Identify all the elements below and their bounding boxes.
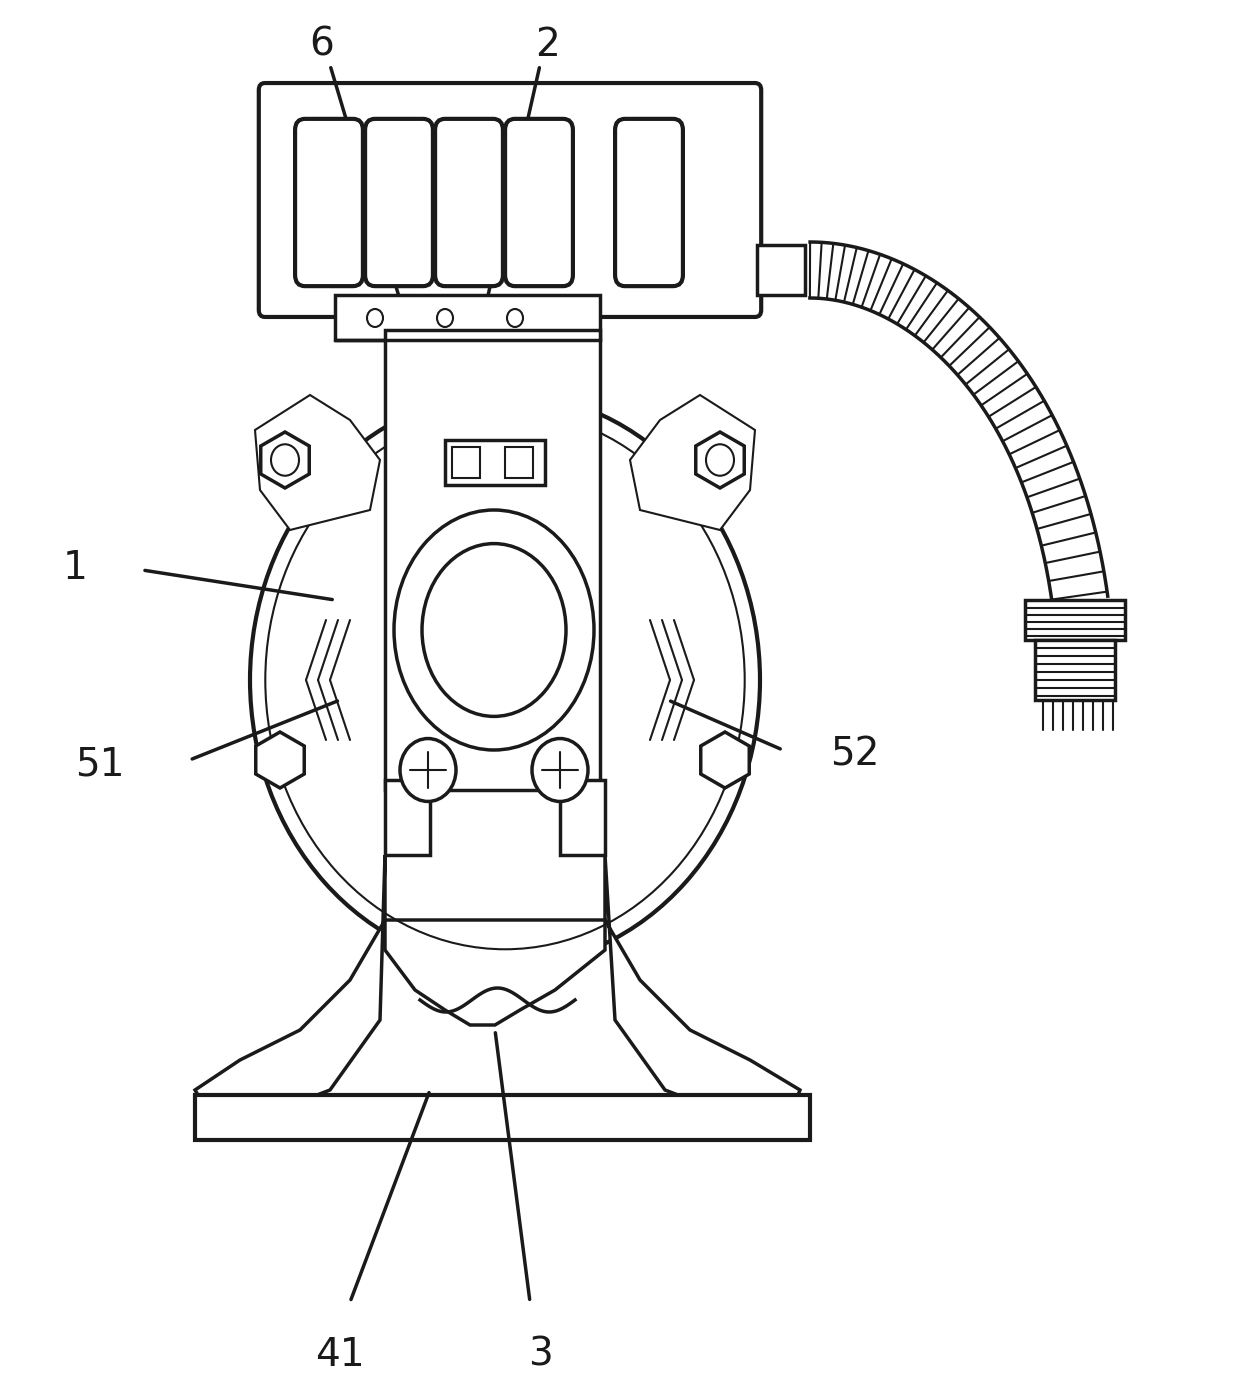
FancyBboxPatch shape (295, 118, 363, 286)
Text: 41: 41 (315, 1336, 365, 1373)
FancyBboxPatch shape (615, 118, 683, 286)
Circle shape (507, 309, 523, 327)
Text: 1: 1 (62, 549, 88, 586)
Text: 52: 52 (831, 736, 879, 775)
Bar (445, 440, 546, 485)
Bar (195, 1095, 810, 1139)
FancyBboxPatch shape (505, 118, 573, 286)
FancyBboxPatch shape (365, 118, 433, 286)
FancyBboxPatch shape (435, 118, 503, 286)
FancyBboxPatch shape (259, 84, 761, 318)
Bar (335, 295, 600, 340)
Polygon shape (701, 731, 749, 788)
Polygon shape (810, 242, 1107, 603)
Polygon shape (260, 432, 309, 488)
Circle shape (532, 738, 588, 801)
Polygon shape (255, 731, 304, 788)
Polygon shape (384, 919, 605, 1025)
Circle shape (706, 444, 734, 476)
Text: 51: 51 (76, 747, 125, 784)
Bar (384, 780, 430, 855)
Text: 2: 2 (536, 26, 560, 64)
Polygon shape (255, 396, 379, 529)
Polygon shape (696, 432, 744, 488)
Circle shape (436, 309, 453, 327)
Bar (453, 447, 480, 478)
Text: 3: 3 (528, 1336, 552, 1373)
Bar (756, 245, 805, 295)
Bar (560, 780, 605, 855)
Bar (505, 447, 533, 478)
Bar (1025, 600, 1125, 639)
Circle shape (272, 444, 299, 476)
Polygon shape (384, 330, 600, 790)
Circle shape (401, 738, 456, 801)
Bar (1035, 639, 1115, 701)
Text: 6: 6 (310, 26, 335, 64)
Polygon shape (605, 855, 800, 1114)
Polygon shape (630, 396, 755, 529)
Ellipse shape (422, 543, 565, 716)
Polygon shape (195, 855, 384, 1114)
Circle shape (250, 394, 760, 967)
Circle shape (367, 309, 383, 327)
Ellipse shape (394, 510, 594, 749)
